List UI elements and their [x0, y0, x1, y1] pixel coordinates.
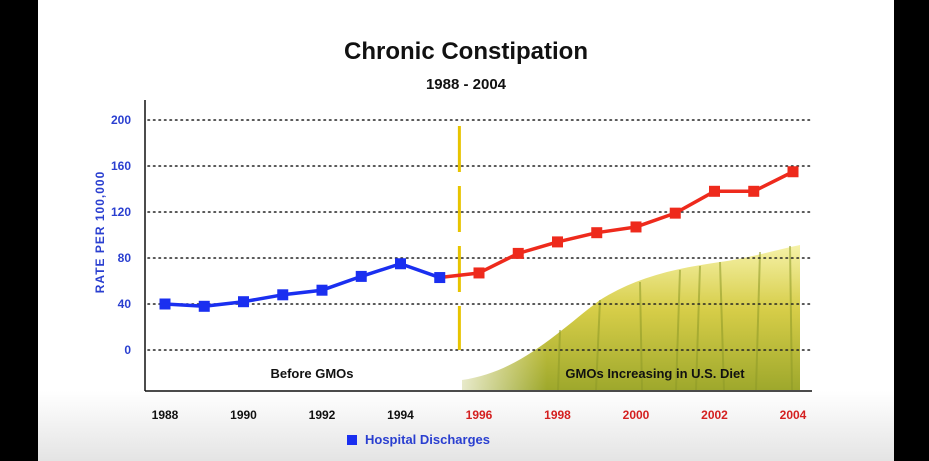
- annotation-gmos-increasing: GMOs Increasing in U.S. Diet: [565, 366, 745, 381]
- annotation-before-gmos: Before GMOs: [270, 366, 353, 381]
- data-point-marker: [512, 247, 524, 259]
- chart-subtitle: 1988 - 2004: [425, 76, 507, 93]
- data-point-marker: [709, 185, 720, 197]
- data-point-marker: [787, 166, 799, 178]
- x-tick-label: 1998: [544, 408, 571, 422]
- y-tick-label: 40: [118, 297, 132, 311]
- data-point-marker: [434, 272, 446, 284]
- series-connector: [439, 271, 480, 280]
- data-point-marker: [630, 221, 642, 233]
- legend-swatch: [347, 435, 357, 445]
- grass-background-image: [462, 240, 802, 391]
- y-axis-label: RATE PER 100,000: [93, 171, 107, 294]
- data-point-marker: [748, 185, 760, 197]
- grass-fade: [462, 240, 802, 390]
- x-tick-label: 1992: [309, 408, 336, 422]
- data-point-marker: [238, 296, 249, 308]
- x-tick-label: 2002: [701, 408, 728, 422]
- data-point-marker: [316, 284, 328, 296]
- y-tick-label: 80: [118, 251, 132, 265]
- data-point-marker: [473, 267, 485, 279]
- y-tick-label: 160: [111, 159, 131, 173]
- y-tick-label: 0: [124, 343, 131, 357]
- y-tick-label: 120: [111, 205, 131, 219]
- data-point-marker: [591, 227, 603, 239]
- data-point-marker: [355, 270, 367, 282]
- slide-shadow: [38, 391, 894, 461]
- y-tick-label: 200: [111, 113, 131, 127]
- x-tick-label: 1996: [466, 408, 493, 422]
- series-line-before-gmos: [164, 262, 441, 309]
- data-point-marker: [552, 236, 563, 248]
- legend: Hospital Discharges: [347, 432, 490, 447]
- data-point-marker: [198, 300, 210, 312]
- x-tick-label: 1988: [152, 408, 179, 422]
- data-point-marker: [395, 258, 406, 270]
- legend-label: Hospital Discharges: [365, 432, 490, 447]
- x-tick-label: 2000: [623, 408, 650, 422]
- chart-title: Chronic Constipation: [344, 38, 588, 65]
- x-tick-label: 1990: [230, 408, 257, 422]
- data-point-marker: [277, 289, 289, 301]
- data-point-marker: [159, 298, 171, 310]
- x-tick-label: 2004: [780, 408, 807, 422]
- x-tick-label: 1994: [387, 408, 414, 422]
- data-point-marker: [669, 207, 681, 219]
